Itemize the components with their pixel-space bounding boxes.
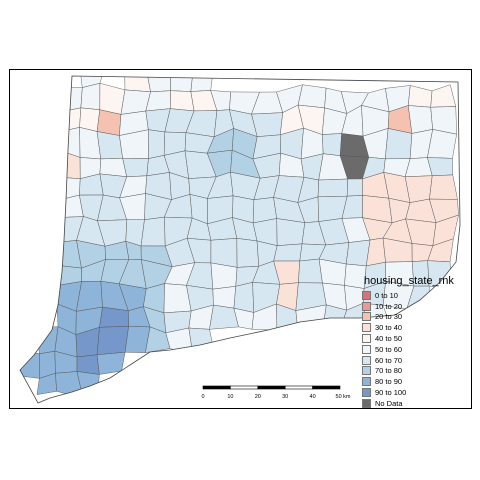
town-polygon [322,133,342,156]
town-polygon [170,76,194,92]
town-polygon [429,174,458,200]
legend-swatch [362,355,371,365]
legend-swatch [362,377,371,387]
town-polygon [99,306,129,328]
town-polygon [273,243,303,262]
town-polygon [96,109,122,136]
legend-item: No Data [362,398,470,409]
scale-bar-graphic [202,385,341,390]
legend-item: 80 to 90 [362,376,470,387]
town-polygon [165,327,194,357]
town-polygon [36,326,59,355]
town-polygon [212,286,237,309]
state-outline [19,75,461,404]
town-polygon [317,178,348,198]
scale-tick-40: 40 [309,394,316,400]
town-polygon [96,326,129,356]
legend-label: 30 to 40 [375,323,403,333]
town-polygon [54,194,84,218]
legend-swatch [362,312,371,322]
town-polygon [140,216,166,247]
legend-item: 20 to 30 [362,312,470,323]
legend-items: 0 to 10 10 to 20 20 to 30 30 to 40 40 to 50 5… [362,290,470,409]
town-polygon [276,218,306,246]
town-polygon [210,262,238,290]
legend-item: 50 to 60 [362,344,470,355]
legend-label: 40 to 50 [375,334,403,344]
town-polygon [122,158,149,177]
legend-swatch [362,398,371,408]
legend-label: 60 to 70 [375,355,403,365]
town-polygon [233,282,255,313]
scale-bar: 0 10 20 30 40 50 km [200,385,350,405]
town-polygon [76,354,100,375]
town-polygon [188,327,215,357]
town-polygon [99,82,126,115]
legend-item: 40 to 50 [362,333,470,344]
legend-swatch [362,290,371,300]
town-polygon [59,127,81,158]
legend-item: 30 to 40 [362,322,470,333]
legend-label: 50 to 60 [375,344,403,354]
town-polygon [407,85,433,108]
town-polygon [148,129,166,159]
town-polygon [345,239,371,267]
legend-label: 20 to 30 [375,312,403,322]
state-boundary [19,75,461,404]
town-polygon [76,371,100,399]
town-polygon [404,175,433,203]
legend-swatch [362,334,371,344]
legend-item: 90 to 100 [362,387,470,398]
legend-item: 10 to 20 [362,301,470,312]
town-polygon [170,90,195,112]
scale-tick-10: 10 [227,394,234,400]
legend-label: 0 to 10 [375,290,398,300]
town-polygon [190,76,215,92]
scale-tick-20: 20 [254,394,261,400]
town-polygons [20,76,459,399]
map-legend: housing_state_rnk 0 to 10 10 to 20 20 to 3… [362,275,470,409]
legend-swatch [362,344,371,354]
town-polygon [251,112,284,137]
legend-swatch [362,366,371,376]
town-polygon [80,82,101,110]
legend-swatch [362,323,371,333]
town-polygon [407,105,433,134]
town-polygon [385,128,413,160]
town-polygon [427,129,457,159]
town-polygon [297,84,327,109]
town-polygon [99,157,128,178]
town-polygon [96,131,123,160]
town-polygon [298,258,323,284]
town-polygon [210,238,238,268]
legend-swatch [362,301,371,311]
scale-tick-30: 30 [282,394,289,400]
legend-item: 60 to 70 [362,355,470,366]
legend-title: housing_state_rnk [364,275,454,287]
legend-label: 10 to 20 [375,301,403,311]
legend-swatch [362,388,371,398]
town-polygon [430,84,457,108]
scale-tick-0: 0 [201,394,205,400]
legend-label: 90 to 100 [375,388,407,398]
legend-label: 70 to 80 [375,366,403,376]
scale-tick-50-km: 50 km [335,394,351,400]
legend-item: 0 to 10 [362,290,470,301]
legend-item: 70 to 80 [362,366,470,377]
town-polygon [236,238,260,268]
legend-label: No Data [375,398,403,408]
legend-label: 80 to 90 [375,377,403,387]
town-polygon [346,178,363,197]
